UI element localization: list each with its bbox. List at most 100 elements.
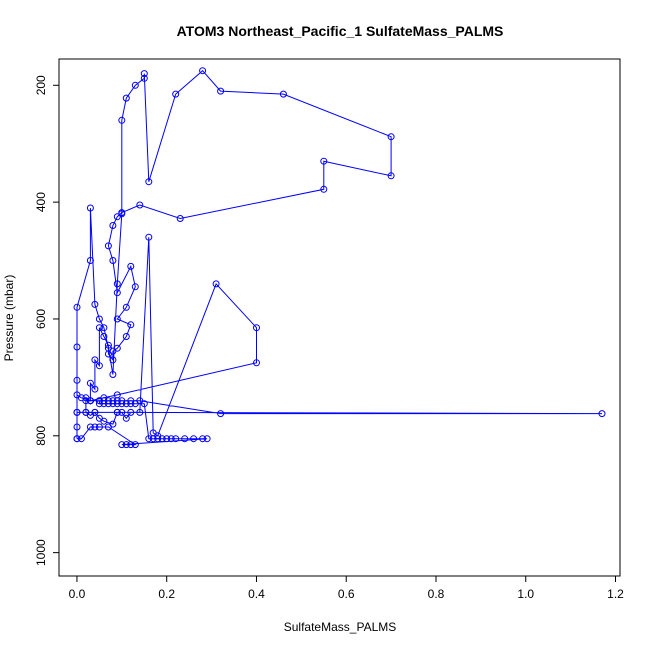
data-point <box>122 303 130 311</box>
y-tick-label: 1000 <box>34 539 48 566</box>
data-point <box>320 185 328 193</box>
data-point <box>172 435 180 443</box>
data-point <box>100 400 108 408</box>
data-point <box>77 394 85 402</box>
data-point <box>217 410 225 418</box>
plot-frame <box>58 58 621 577</box>
data-point <box>199 67 207 75</box>
data-point <box>118 209 126 217</box>
data-point <box>109 222 117 229</box>
data-point <box>127 441 135 449</box>
data-point <box>140 400 148 408</box>
data-point <box>104 242 112 250</box>
data-point <box>190 435 198 443</box>
data-point <box>113 315 121 323</box>
data-point <box>77 435 85 443</box>
data-point <box>145 435 153 443</box>
x-tick-label: 1.2 <box>607 587 624 601</box>
data-point <box>95 362 103 370</box>
x-tick-label: 0.0 <box>69 587 86 601</box>
data-point <box>86 379 94 387</box>
data-point <box>86 204 94 212</box>
data-point <box>73 435 81 443</box>
data-point <box>109 400 117 408</box>
data-point <box>86 397 94 405</box>
chart-title: ATOM3 Northeast_Pacific_1 SulfateMass_PA… <box>177 23 504 39</box>
data-point <box>136 408 144 416</box>
data-point <box>73 423 81 431</box>
data-point <box>140 70 148 78</box>
data-point <box>387 133 395 141</box>
data-point <box>95 400 103 408</box>
data-point <box>176 215 184 222</box>
data-point <box>149 435 157 443</box>
data-point <box>113 400 121 408</box>
data-point <box>86 423 94 431</box>
data-point <box>167 435 175 443</box>
data-point <box>199 435 207 443</box>
x-tick-label: 1.0 <box>517 587 534 601</box>
data-point <box>387 172 395 180</box>
data-point <box>131 400 139 408</box>
data-point <box>113 280 121 288</box>
data-point <box>91 385 99 393</box>
data-point <box>82 408 90 416</box>
data-point <box>118 408 126 416</box>
x-tick-label: 0.4 <box>248 587 265 601</box>
data-point <box>109 257 117 264</box>
data-point <box>113 408 121 416</box>
data-point <box>163 435 171 443</box>
data-point <box>73 343 81 351</box>
data-point <box>104 400 112 408</box>
x-axis-label: SulfateMass_PALMS <box>284 620 397 634</box>
data-point <box>154 435 162 443</box>
data-point <box>104 423 112 431</box>
series-line <box>76 69 603 446</box>
data-point <box>140 74 148 82</box>
data-point <box>127 262 135 270</box>
data-point <box>181 435 189 443</box>
data-point <box>320 157 328 165</box>
x-tick-label: 0.8 <box>428 587 445 601</box>
data-point <box>113 289 121 297</box>
data-point <box>95 423 103 431</box>
data-point <box>172 90 180 98</box>
data-point <box>118 441 126 449</box>
data-point <box>127 321 135 329</box>
data-point <box>73 408 81 416</box>
y-axis: 200 400 600 800 1000 <box>34 75 60 566</box>
data-point <box>131 441 139 449</box>
data-point <box>122 400 130 408</box>
data-point <box>91 356 99 364</box>
data-point <box>95 324 103 332</box>
data-point <box>118 400 126 408</box>
data-point <box>122 441 130 449</box>
data-point <box>91 408 99 416</box>
data-point <box>91 423 99 431</box>
data-point <box>131 283 139 291</box>
data-point <box>100 324 108 332</box>
x-axis: 0.0 0.2 0.4 0.6 0.8 1.0 1.2 <box>69 575 624 601</box>
data-point <box>131 81 139 89</box>
data-point <box>158 435 166 443</box>
data-point <box>73 376 81 384</box>
data-point <box>145 178 153 186</box>
x-tick-label: 0.6 <box>338 587 355 601</box>
data-point <box>109 371 117 378</box>
data-point <box>118 116 126 124</box>
y-tick-label: 200 <box>34 75 48 95</box>
data-point <box>279 90 287 98</box>
plot-area <box>73 67 606 449</box>
data-point <box>598 410 606 418</box>
data-point <box>91 300 99 308</box>
data-point <box>95 315 103 323</box>
data-point <box>113 213 121 221</box>
data-point <box>100 333 108 340</box>
data-point <box>104 341 112 349</box>
data-point <box>86 257 94 264</box>
y-tick-label: 600 <box>34 309 48 329</box>
x-tick-label: 0.2 <box>158 587 175 601</box>
data-point <box>253 359 260 367</box>
data-point <box>145 233 153 241</box>
data-point <box>212 280 220 288</box>
